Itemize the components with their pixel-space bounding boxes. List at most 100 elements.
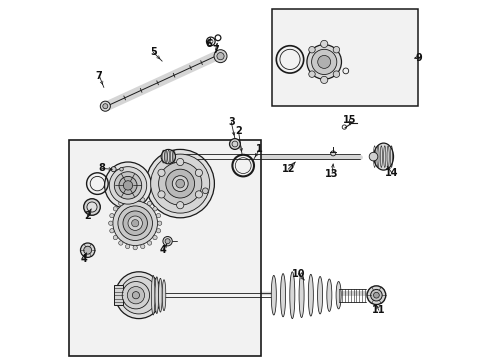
Circle shape	[166, 169, 195, 198]
Circle shape	[217, 53, 224, 60]
Circle shape	[196, 191, 202, 198]
Circle shape	[84, 246, 92, 254]
Circle shape	[331, 151, 336, 156]
Circle shape	[113, 207, 118, 211]
Circle shape	[333, 71, 340, 77]
Circle shape	[125, 244, 130, 249]
Circle shape	[132, 220, 139, 227]
Text: 3: 3	[228, 117, 235, 127]
Circle shape	[141, 198, 145, 202]
Text: 12: 12	[281, 164, 295, 174]
Circle shape	[320, 40, 328, 48]
Circle shape	[123, 181, 133, 190]
Circle shape	[120, 167, 123, 171]
Ellipse shape	[374, 143, 393, 170]
Bar	[69, 140, 261, 356]
Circle shape	[114, 172, 142, 199]
Ellipse shape	[327, 279, 332, 311]
Circle shape	[147, 241, 152, 245]
Circle shape	[202, 188, 208, 194]
Circle shape	[312, 49, 337, 75]
Circle shape	[103, 104, 108, 109]
Text: 13: 13	[325, 168, 339, 179]
Circle shape	[156, 213, 161, 218]
Circle shape	[133, 246, 137, 250]
Text: 2: 2	[84, 211, 91, 221]
Ellipse shape	[336, 282, 341, 309]
Ellipse shape	[318, 276, 322, 314]
Ellipse shape	[159, 278, 162, 312]
Circle shape	[165, 239, 170, 244]
Ellipse shape	[151, 275, 155, 315]
Circle shape	[333, 46, 340, 53]
Text: 2: 2	[235, 126, 242, 136]
Circle shape	[147, 201, 152, 206]
Circle shape	[146, 149, 215, 218]
Circle shape	[113, 201, 157, 246]
Circle shape	[122, 282, 149, 309]
Bar	[272, 9, 418, 106]
Text: 7: 7	[96, 71, 102, 81]
Circle shape	[128, 216, 143, 230]
Circle shape	[100, 101, 110, 111]
Text: 4: 4	[80, 254, 87, 264]
Circle shape	[123, 211, 147, 235]
Circle shape	[157, 221, 162, 225]
Circle shape	[87, 202, 97, 212]
Bar	[114, 285, 123, 305]
Ellipse shape	[161, 149, 175, 164]
Circle shape	[159, 162, 202, 205]
Circle shape	[109, 167, 147, 204]
Circle shape	[119, 201, 123, 206]
Circle shape	[84, 199, 100, 215]
Circle shape	[120, 276, 157, 314]
Circle shape	[108, 196, 162, 250]
Circle shape	[214, 50, 227, 63]
Circle shape	[176, 158, 184, 166]
Circle shape	[156, 229, 161, 233]
Circle shape	[110, 229, 114, 233]
Text: 5: 5	[150, 47, 157, 57]
Circle shape	[132, 292, 140, 299]
Circle shape	[151, 154, 210, 213]
Circle shape	[196, 169, 202, 176]
Ellipse shape	[162, 280, 166, 311]
Circle shape	[116, 272, 162, 319]
Circle shape	[113, 235, 118, 240]
Circle shape	[309, 46, 315, 53]
Ellipse shape	[271, 275, 276, 315]
Ellipse shape	[308, 274, 313, 316]
Text: 6: 6	[205, 39, 212, 49]
Circle shape	[141, 244, 145, 249]
Circle shape	[309, 71, 315, 77]
Text: 10: 10	[292, 269, 305, 279]
Circle shape	[125, 198, 130, 202]
Circle shape	[118, 206, 152, 240]
Circle shape	[369, 152, 378, 161]
Circle shape	[127, 287, 145, 304]
Ellipse shape	[281, 274, 286, 317]
Text: 1: 1	[256, 144, 263, 154]
Circle shape	[119, 241, 123, 245]
Circle shape	[367, 286, 386, 305]
Ellipse shape	[290, 272, 295, 319]
Circle shape	[80, 243, 95, 257]
Text: 9: 9	[416, 53, 422, 63]
Circle shape	[172, 176, 188, 192]
Text: 15: 15	[343, 114, 356, 125]
Circle shape	[110, 213, 114, 218]
Text: 4: 4	[160, 245, 166, 255]
Text: 7: 7	[212, 45, 219, 55]
Circle shape	[109, 221, 113, 225]
Circle shape	[158, 191, 165, 198]
Circle shape	[153, 235, 157, 240]
Circle shape	[158, 169, 165, 176]
Circle shape	[104, 162, 151, 209]
Circle shape	[318, 55, 331, 68]
Circle shape	[370, 289, 382, 301]
Circle shape	[373, 292, 379, 298]
Circle shape	[153, 207, 157, 211]
Circle shape	[229, 139, 240, 149]
Text: 8: 8	[98, 163, 105, 174]
Circle shape	[163, 237, 172, 246]
